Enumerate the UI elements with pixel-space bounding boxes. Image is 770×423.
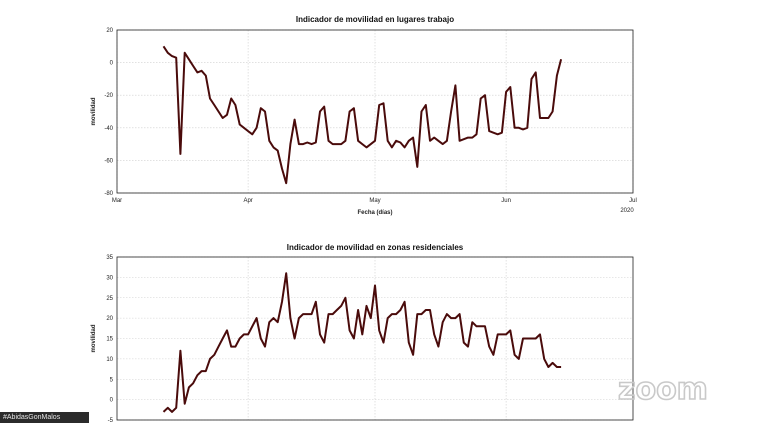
- y-tick-label: 10: [106, 357, 113, 363]
- x-tick-label: Mar: [112, 198, 122, 204]
- chart-title: Indicador de movilidad en lugares trabaj…: [296, 15, 454, 24]
- plot-frame: [116, 29, 634, 194]
- y-tick-label: -20: [104, 93, 113, 99]
- y-tick-label: 35: [106, 255, 113, 261]
- y-tick-label: 30: [106, 275, 113, 281]
- y-tick-label: -60: [104, 158, 113, 164]
- y-tick-label: 0: [110, 61, 114, 67]
- chart-2: Indicador de movilidad en zonas residenc…: [91, 243, 634, 423]
- zoom-logo: zoom: [617, 371, 709, 408]
- x-tick-label: Apr: [243, 198, 252, 204]
- chart-1: Indicador de movilidad en lugares trabaj…: [91, 15, 637, 216]
- x-tick-label: Jun: [501, 198, 511, 204]
- y-tick-label: 0: [110, 398, 114, 404]
- y-tick-label: -80: [104, 191, 113, 197]
- x-tick-label: Jul: [629, 198, 637, 204]
- x-axis-year-label: 2020: [620, 208, 634, 214]
- x-tick-label: May: [369, 198, 380, 204]
- y-axis-label: movilidad: [91, 324, 97, 352]
- y-tick-label: -5: [108, 418, 114, 423]
- y-axis-label: movilidad: [91, 97, 97, 125]
- series-line-1: [162, 272, 562, 413]
- x-axis-label: Fecha (días): [357, 210, 392, 216]
- plot-frame: [116, 256, 634, 421]
- y-tick-label: 20: [106, 316, 113, 322]
- series-line-1: [162, 45, 563, 185]
- chart-title: Indicador de movilidad en zonas residenc…: [287, 243, 464, 252]
- y-tick-label: 25: [106, 296, 113, 302]
- y-tick-label: -40: [104, 126, 113, 132]
- participant-name-tag: #AbidasGonMalos: [0, 412, 89, 423]
- y-tick-label: 15: [106, 337, 113, 343]
- y-tick-label: 20: [106, 28, 113, 34]
- y-tick-label: 5: [110, 377, 114, 383]
